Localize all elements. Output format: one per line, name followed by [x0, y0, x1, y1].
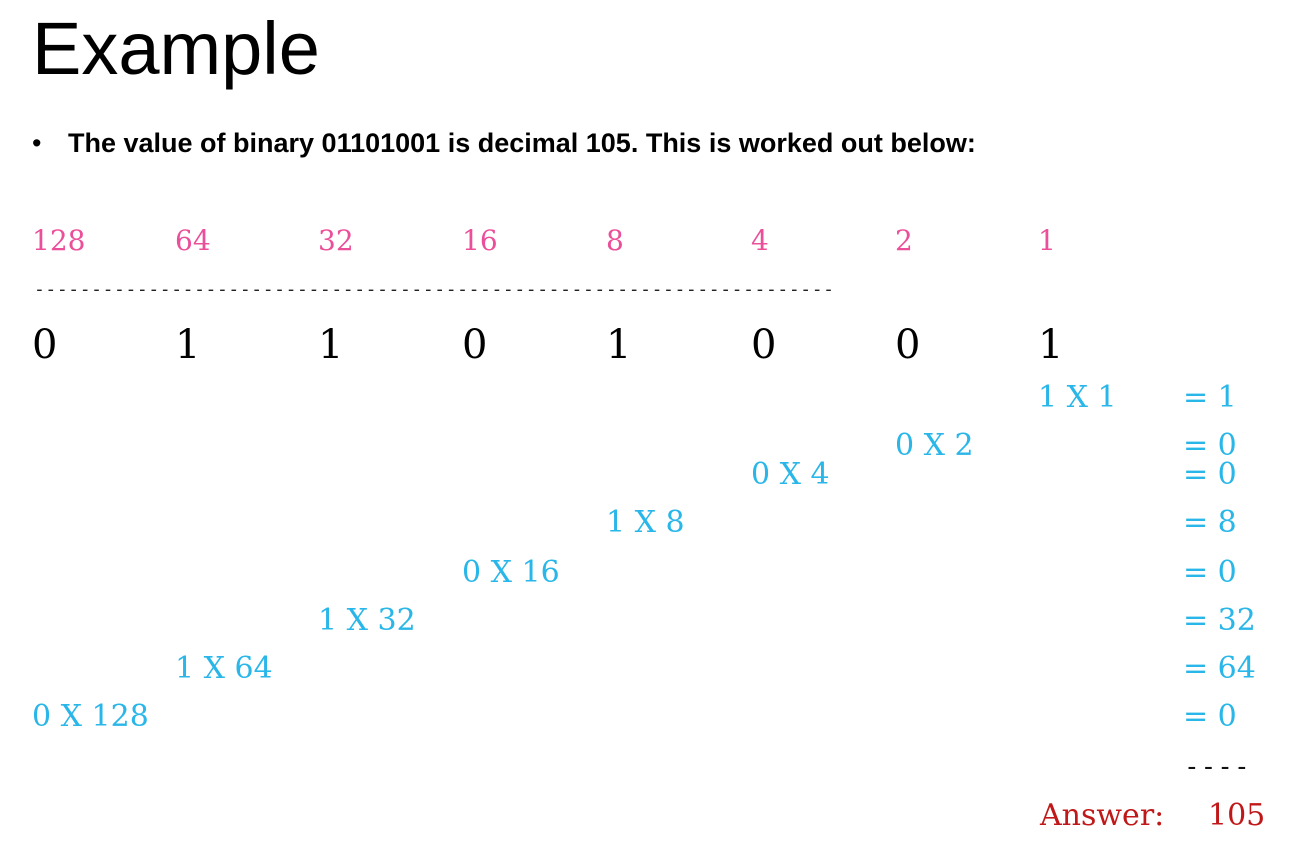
bullet-icon: • [32, 128, 42, 158]
bullet-point: • The value of binary 01101001 is decimal… [32, 128, 976, 159]
binary-digit: 1 [318, 322, 344, 368]
binary-digit: 1 [175, 322, 201, 368]
binary-digit: 0 [462, 322, 488, 368]
binary-digit: 0 [32, 322, 58, 368]
working-result: = 0 [1183, 699, 1237, 734]
binary-digit: 1 [606, 322, 632, 368]
place-value-2: 2 [895, 224, 913, 257]
place-value-1: 1 [1038, 224, 1056, 257]
working-result: = 1 [1183, 380, 1237, 415]
working-expression: 1 X 32 [318, 603, 416, 638]
place-value-128: 128 [32, 224, 86, 257]
separator-line: ----------------------------------------… [34, 279, 835, 300]
slide-title: Example [32, 7, 320, 90]
binary-digit: 0 [751, 322, 777, 368]
answer-label: Answer: [1040, 798, 1165, 833]
place-value-64: 64 [175, 224, 211, 257]
working-expression: 1 X 8 [606, 505, 685, 540]
sum-rule: ---- [1184, 752, 1251, 782]
answer-value: 105 [1208, 798, 1266, 833]
working-expression: 0 X 2 [895, 428, 974, 463]
working-result: = 0 [1183, 457, 1237, 492]
bullet-text: The value of binary 01101001 is decimal … [68, 128, 976, 158]
working-result: = 0 [1183, 428, 1237, 463]
place-value-16: 16 [462, 224, 498, 257]
binary-digit: 0 [895, 322, 921, 368]
working-expression: 1 X 1 [1038, 380, 1117, 415]
working-expression: 0 X 128 [32, 699, 149, 734]
working-expression: 1 X 64 [175, 651, 273, 686]
binary-digit: 1 [1038, 322, 1064, 368]
place-value-8: 8 [606, 224, 624, 257]
working-result: = 64 [1183, 651, 1256, 686]
working-result: = 32 [1183, 603, 1256, 638]
working-result: = 0 [1183, 555, 1237, 590]
working-expression: 0 X 4 [751, 457, 830, 492]
working-result: = 8 [1183, 505, 1237, 540]
place-value-4: 4 [751, 224, 769, 257]
place-value-32: 32 [318, 224, 354, 257]
working-expression: 0 X 16 [462, 555, 560, 590]
